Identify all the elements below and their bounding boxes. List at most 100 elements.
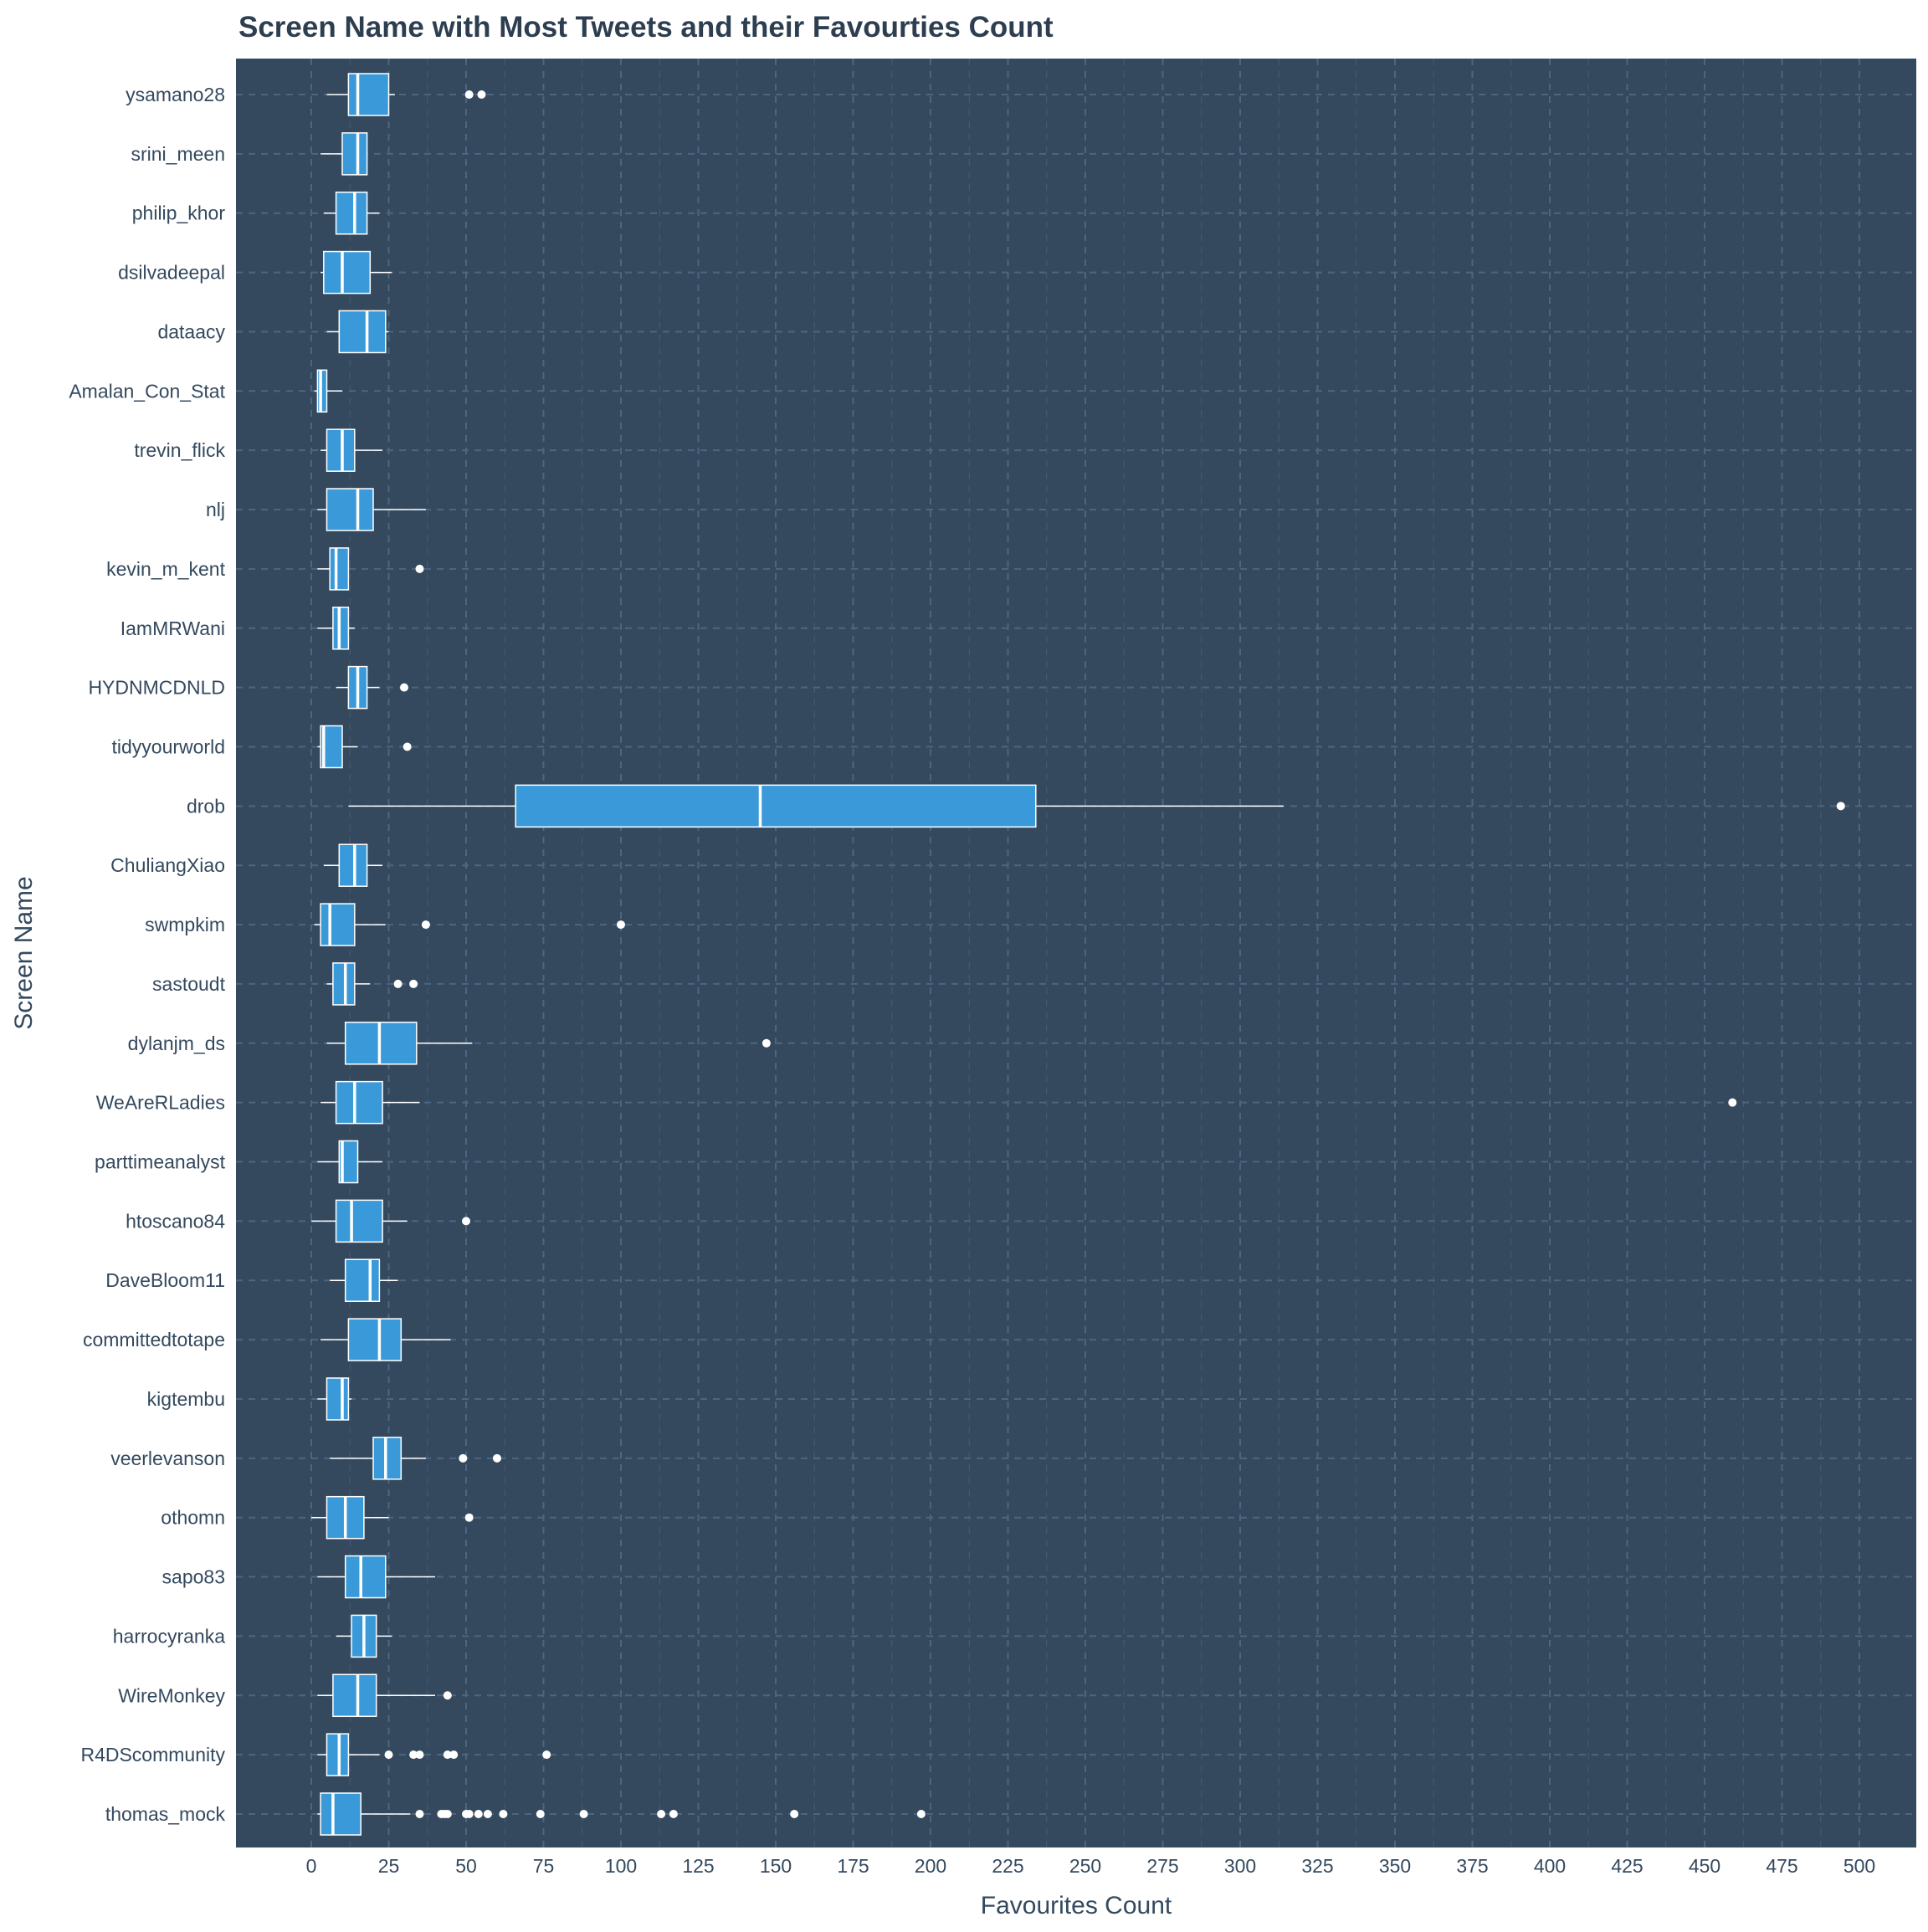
- y-tick-label: nlj: [206, 499, 225, 520]
- x-tick-label: 50: [455, 1855, 477, 1877]
- y-tick-label: dsilvadeepal: [118, 262, 225, 284]
- box-dsilvadeepal: [320, 250, 392, 295]
- iqr-box: [316, 369, 328, 413]
- x-tick-label: 225: [992, 1855, 1023, 1877]
- outlier-point: [790, 1810, 799, 1818]
- outlier-point: [477, 90, 486, 99]
- x-axis-title: Favourites Count: [981, 1892, 1172, 1919]
- x-tick-label: 250: [1069, 1855, 1101, 1877]
- outlier-point: [409, 1750, 418, 1760]
- y-tick-label: drob: [187, 795, 225, 817]
- x-tick-label: 300: [1224, 1855, 1256, 1877]
- outlier-point: [617, 920, 625, 930]
- outlier-point: [443, 1750, 452, 1760]
- outlier-point: [384, 1750, 393, 1760]
- outlier-point: [657, 1810, 666, 1818]
- y-tick-label: kevin_m_kent: [106, 558, 226, 580]
- box-harrocyranka: [336, 1614, 392, 1658]
- x-tick-label: 400: [1534, 1855, 1566, 1877]
- plot-background: [236, 59, 1916, 1847]
- x-tick-label: 25: [378, 1855, 400, 1877]
- y-tick-labels: ysamano28 srini_meen philip_khor dsilvadeep…: [69, 84, 225, 1825]
- iqr-box: [515, 784, 1037, 828]
- x-tick-label: 100: [605, 1855, 637, 1877]
- x-tick-labels: 0 25 50 75 100 125 150 175 200 225 250 275 300 325 350…: [306, 1855, 1876, 1877]
- box-HYDNMCDNLD: [336, 665, 408, 710]
- iqr-box: [323, 250, 372, 295]
- outlier-point: [393, 979, 403, 988]
- y-tick-label: Amalan_Con_Stat: [69, 380, 225, 402]
- chart-title: Screen Name with Most Tweets and their F…: [238, 11, 1054, 44]
- box-thomas_mock: [317, 1792, 926, 1836]
- box-philip_khor: [323, 191, 380, 235]
- x-tick-label: 125: [682, 1855, 714, 1877]
- y-axis-title: Screen Name: [10, 876, 38, 1029]
- box-nlj: [317, 488, 426, 531]
- outlier-point: [493, 1453, 501, 1463]
- iqr-box: [329, 547, 350, 591]
- iqr-box: [332, 1673, 377, 1718]
- iqr-box: [326, 428, 356, 472]
- box-ChuliangXiao: [323, 843, 383, 887]
- box-srini_meen: [320, 132, 368, 176]
- y-tick-label: IamMRWani: [120, 618, 225, 639]
- iqr-box: [332, 962, 356, 1006]
- y-tick-label: parttimeanalyst: [95, 1151, 226, 1173]
- box-kevin_m_kent: [317, 547, 424, 591]
- y-tick-label: WireMonkey: [118, 1684, 225, 1706]
- y-tick-label: ysamano28: [126, 84, 225, 105]
- x-tick-label: 75: [533, 1855, 555, 1877]
- outlier-point: [669, 1810, 678, 1818]
- y-tick-label: swmpkim: [145, 914, 225, 935]
- outlier-point: [464, 90, 474, 99]
- outlier-point: [1836, 802, 1845, 811]
- y-tick-label: sapo83: [162, 1566, 225, 1588]
- outlier-point: [415, 1750, 424, 1760]
- iqr-box: [344, 1022, 418, 1065]
- box-WireMonkey: [317, 1673, 452, 1718]
- x-tick-label: 325: [1301, 1855, 1333, 1877]
- box-tidyyourworld: [317, 725, 412, 769]
- box-DaveBloom11: [330, 1258, 398, 1302]
- y-tick-label: srini_meen: [131, 143, 226, 165]
- y-tick-label: sastoudt: [152, 973, 226, 995]
- y-tick-label: htoscano84: [126, 1210, 225, 1232]
- outlier-point: [499, 1810, 508, 1818]
- x-tick-label: 175: [837, 1855, 869, 1877]
- y-tick-label: HYDNMCDNLD: [88, 677, 225, 699]
- y-tick-label: R4DScommunity: [80, 1744, 225, 1765]
- y-tick-label: philip_khor: [132, 202, 226, 224]
- y-tick-label: harrocyranka: [113, 1625, 225, 1647]
- outlier-point: [483, 1810, 492, 1818]
- outlier-point: [421, 920, 430, 930]
- outlier-point: [579, 1810, 588, 1818]
- outlier-point: [474, 1810, 483, 1818]
- y-tick-label: veerlevanson: [110, 1448, 225, 1469]
- x-tick-label: 475: [1766, 1855, 1797, 1877]
- box-ysamano28: [326, 73, 486, 116]
- iqr-box: [335, 1199, 383, 1243]
- outlier-point: [403, 742, 412, 751]
- grid-lines: [236, 59, 1916, 1847]
- outlier-point: [415, 564, 424, 573]
- box-IamMRWani: [317, 607, 355, 650]
- x-tick-label: 0: [306, 1855, 317, 1877]
- iqr-box: [326, 1377, 350, 1421]
- box-swmpkim: [314, 903, 625, 946]
- x-tick-label: 425: [1611, 1855, 1643, 1877]
- outlier-point: [415, 1810, 424, 1818]
- box-kigtembu: [317, 1377, 352, 1421]
- x-tick-label: 275: [1146, 1855, 1178, 1877]
- outlier-point: [459, 1453, 468, 1463]
- iqr-box: [344, 1555, 387, 1599]
- iqr-box: [326, 488, 374, 531]
- iqr-box: [347, 73, 390, 116]
- outlier-point: [400, 683, 408, 692]
- iqr-box: [338, 843, 368, 887]
- iqr-box: [347, 1318, 403, 1361]
- box-sapo83: [317, 1555, 435, 1599]
- box-veerlevanson: [330, 1437, 501, 1480]
- iqr-box: [326, 1733, 350, 1776]
- box-trevin_flick: [320, 428, 383, 472]
- box-htoscano84: [311, 1199, 470, 1243]
